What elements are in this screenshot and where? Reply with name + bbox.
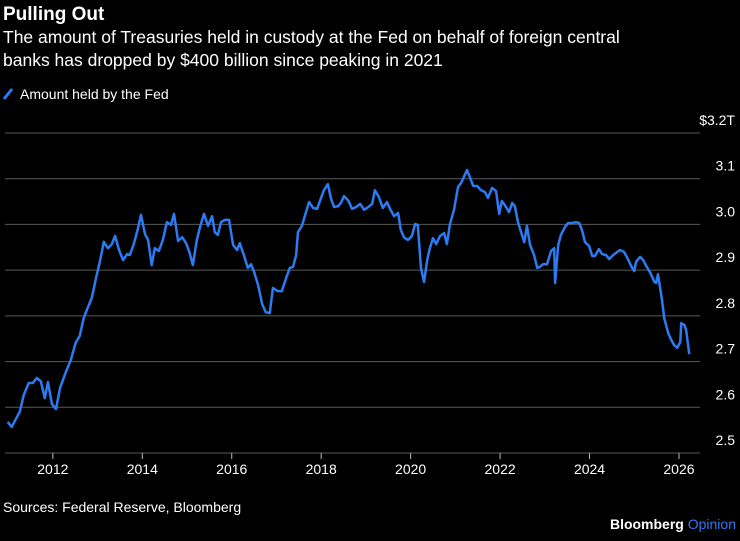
- legend-swatch: [2, 88, 14, 100]
- x-tick-label: 2016: [216, 461, 247, 477]
- y-tick-label: 3.0: [716, 203, 736, 219]
- chart-title: Pulling Out: [3, 4, 105, 25]
- x-tick-label: 2020: [395, 461, 426, 477]
- logo-section: Opinion: [688, 516, 736, 532]
- x-tick-label: 2018: [306, 461, 337, 477]
- logo-name: Bloomberg: [610, 516, 684, 532]
- x-tick-label: 2022: [485, 461, 516, 477]
- data-line: [6, 168, 691, 429]
- logo: Bloomberg Opinion: [610, 516, 736, 532]
- y-tick-label: $3.2T: [699, 112, 735, 128]
- x-tick-label: 2012: [37, 461, 68, 477]
- legend-label: Amount held by the Fed: [20, 86, 169, 102]
- chart-subtitle: The amount of Treasuries held in custody…: [3, 27, 620, 47]
- source-note: Sources: Federal Reserve, Bloomberg: [3, 499, 241, 515]
- y-tick-label: 2.6: [716, 386, 736, 402]
- x-tick-label: 2024: [574, 461, 605, 477]
- chart-subtitle: banks has dropped by $400 billion since …: [3, 50, 443, 70]
- y-tick-label: 2.5: [716, 432, 736, 448]
- y-tick-label: 2.9: [716, 249, 736, 265]
- x-tick-label: 2026: [663, 461, 694, 477]
- y-tick-label: 2.8: [716, 295, 736, 311]
- y-tick-label: 2.7: [716, 341, 736, 357]
- y-tick-label: 3.1: [716, 158, 736, 174]
- x-tick-label: 2014: [127, 461, 158, 477]
